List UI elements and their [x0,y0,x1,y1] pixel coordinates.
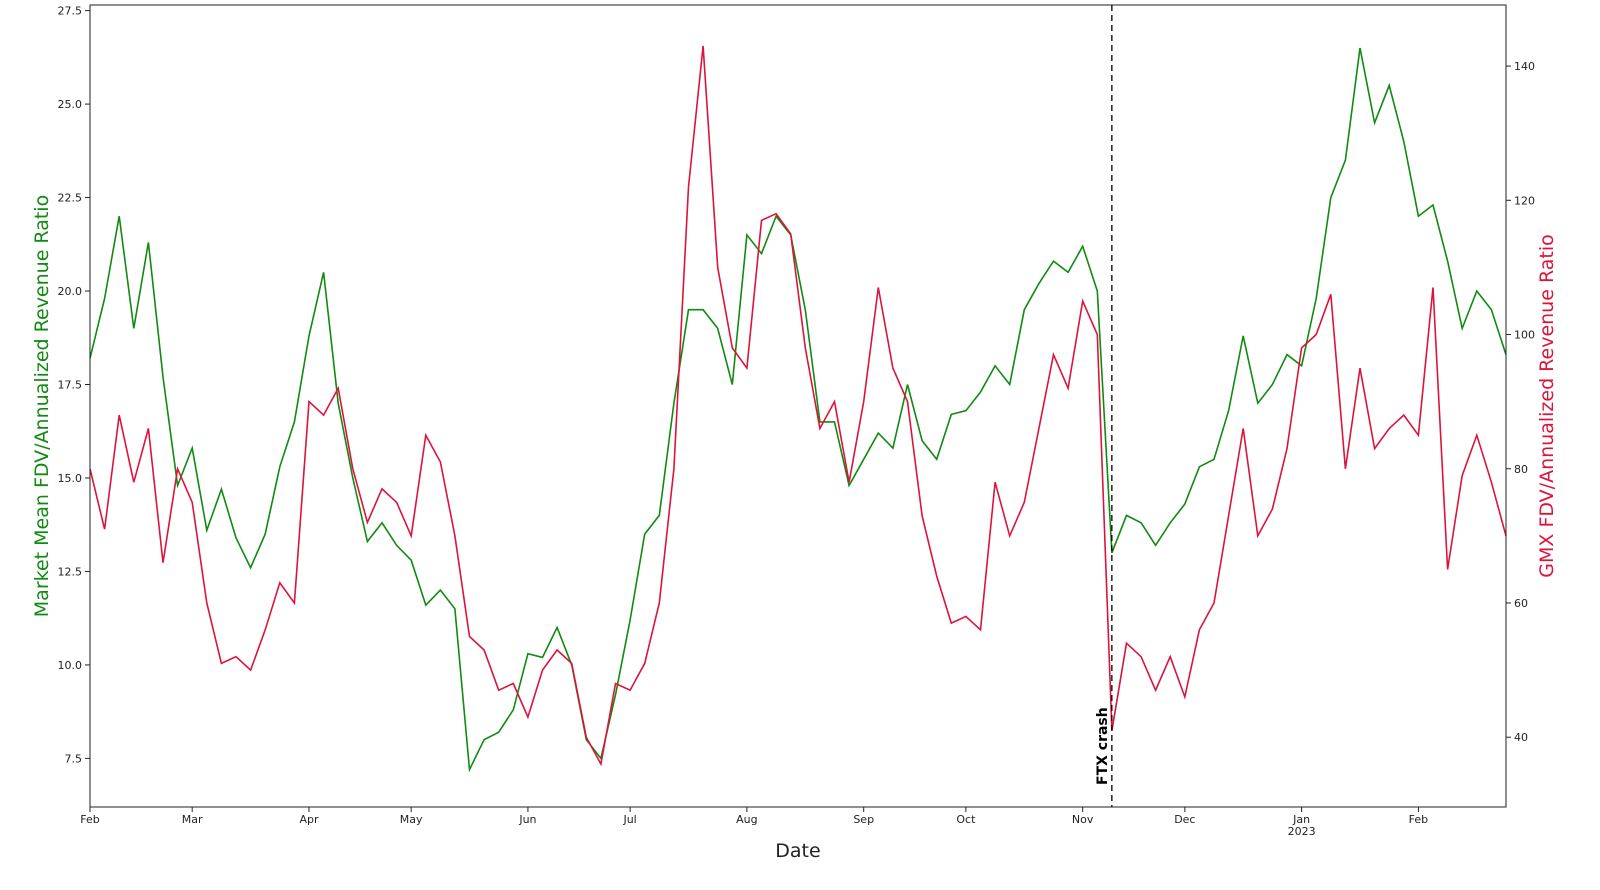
y2-axis-label: GMX FDV/Annualized Revenue Ratio [1536,234,1558,577]
y-axis-label: Market Mean FDV/Annualized Revenue Ratio [31,195,53,617]
plot-frame [89,4,1507,808]
x-tick-label: Jan [1292,813,1310,826]
y-tick-label: 17.5 [58,379,83,392]
y2-tick-label: 120 [1514,194,1535,207]
y-tick-label: 7.5 [65,752,83,765]
data-line [89,45,1507,767]
y-tick-label: 12.5 [58,565,83,578]
y2-tick-label: 140 [1514,60,1535,73]
x-tick-label: Jul [622,813,636,826]
x-year-label: 2023 [1288,825,1316,838]
data-line [89,47,1507,773]
y2-tick-label: 100 [1514,329,1535,342]
x-tick-label: Nov [1072,813,1094,826]
y2-tick-label: 80 [1514,463,1528,476]
x-tick-label: Feb [80,813,99,826]
x-axis-label: Date [775,840,820,862]
x-tick-label: Mar [182,813,203,826]
y-tick-label: 10.0 [58,659,83,672]
x-tick-label: May [400,813,423,826]
y2-tick-label: 40 [1514,731,1528,744]
y-tick-label: 22.5 [58,192,83,205]
x-tick-label: Apr [299,813,319,826]
x-tick-label: Oct [956,813,976,826]
y-tick-label: 25.0 [58,98,83,111]
y2-tick-label: 60 [1514,597,1528,610]
x-tick-label: Sep [853,813,874,826]
x-tick-label: Dec [1174,813,1195,826]
y-tick-label: 15.0 [58,472,83,485]
x-tick-label: Jun [518,813,536,826]
y-tick-label: 27.5 [58,5,83,18]
x-tick-label: Feb [1409,813,1428,826]
y-tick-label: 20.0 [58,285,83,298]
event-label: FTX crash [1095,707,1111,785]
x-tick-label: Aug [736,813,757,826]
